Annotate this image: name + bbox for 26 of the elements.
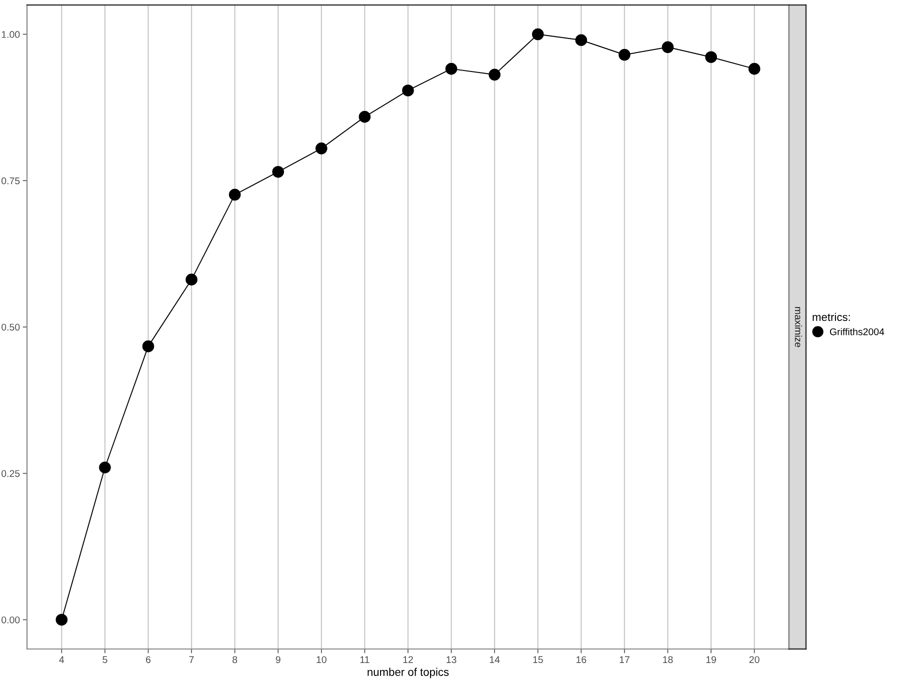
y-tick-label: 0.00 (2, 616, 20, 624)
x-tick-label: 17 (620, 656, 630, 663)
x-tick-label: 20 (749, 656, 760, 664)
y-tick-label: 0.75 (2, 177, 20, 184)
x-tick-label: 4 (59, 656, 64, 663)
text: maximize (794, 307, 802, 348)
x-tick-label: 10 (316, 656, 326, 664)
x-tick-label: 16 (576, 656, 586, 664)
x-tick-label: 7 (189, 656, 194, 663)
x-tick-label: 19 (706, 656, 716, 664)
x-tick-label: 9 (276, 656, 280, 664)
y-tick-label: 1.00 (2, 31, 20, 38)
legend-title: metrics: (812, 312, 850, 322)
x-tick-label: 13 (446, 656, 456, 664)
x-axis-title: number of topics (368, 668, 449, 678)
x-tick-label: 12 (403, 656, 413, 663)
x-tick-label: 6 (146, 656, 151, 664)
y-tick-label: 0.25 (2, 470, 20, 477)
x-tick-label: 5 (102, 656, 108, 664)
x-tick-label: 8 (232, 656, 238, 664)
x-tick-label: 11 (360, 656, 370, 663)
y-tick-label: 0.50 (2, 324, 20, 331)
legend-label: Griffiths2004 (830, 328, 884, 336)
x-tick-label: 18 (663, 656, 673, 664)
x-tick-label: 15 (533, 656, 543, 664)
x-tick-label: 14 (490, 656, 500, 663)
